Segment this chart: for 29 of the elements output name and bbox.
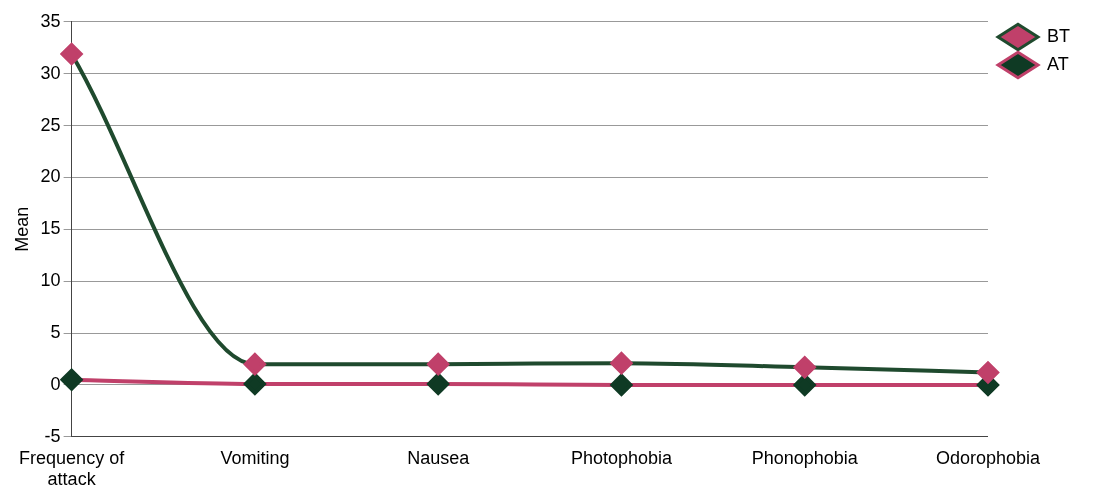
point <box>793 356 816 379</box>
legend-label: AT <box>1047 53 1069 74</box>
y-tick-label: 10 <box>40 270 61 291</box>
y-tick-label: 35 <box>40 10 61 31</box>
x-tick-label: Photophobia <box>570 447 673 468</box>
x-tick-label: Odorophobia <box>935 447 1042 468</box>
point <box>60 42 83 65</box>
y-axis-title: Mean <box>11 206 32 252</box>
point <box>610 373 633 396</box>
y-tick-label: 5 <box>50 322 61 343</box>
point <box>793 373 816 396</box>
x-tick-label: Phonophobia <box>751 447 859 468</box>
point <box>610 352 633 375</box>
y-tick-label: 25 <box>40 114 61 135</box>
x-tick-label: Frequency of attack <box>19 447 126 490</box>
y-tick-label: 15 <box>40 218 61 239</box>
x-tick-label: Nausea <box>407 447 471 468</box>
point <box>243 353 266 376</box>
point <box>427 372 450 395</box>
y-tick-label: 30 <box>40 62 61 83</box>
legend-label: BT <box>1047 25 1071 46</box>
point <box>977 361 999 384</box>
x-tick-label: Vomiting <box>220 447 290 468</box>
point <box>60 368 83 391</box>
y-tick-label: 20 <box>40 166 61 187</box>
y-tick-label: 0 <box>50 373 61 394</box>
point <box>243 372 266 395</box>
point <box>427 353 450 376</box>
y-tick-label: -5 <box>44 425 61 446</box>
